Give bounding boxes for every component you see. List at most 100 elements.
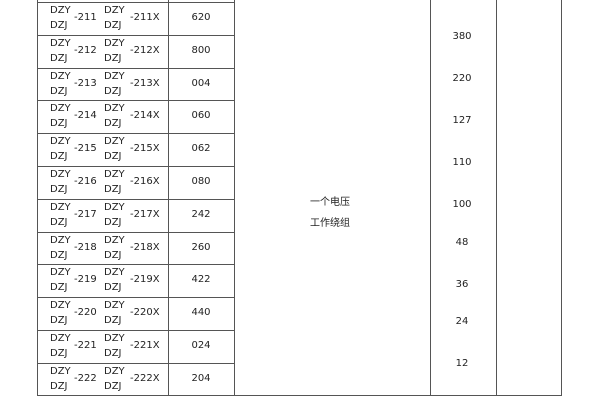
model-number-x: -217X (130, 208, 160, 220)
rated-voltage: 100 (452, 199, 472, 210)
model-prefix2-bottom: DZJ (104, 184, 122, 195)
model-number: -215 (74, 143, 97, 155)
model-number-x: -222X (130, 372, 160, 384)
row-divider (37, 297, 234, 299)
code-value: 204 (191, 372, 211, 384)
code-value: 060 (191, 110, 211, 122)
model-prefix-bottom: DZJ (50, 118, 68, 130)
rated-voltage: 380 (452, 31, 472, 42)
model-prefix-bottom: DZJ (50, 151, 68, 163)
rated-voltage: 24 (455, 316, 469, 327)
model-prefix-top: DZY (50, 5, 71, 16)
model-number-x: -213X (130, 77, 160, 89)
column-divider (561, 0, 562, 395)
model-prefix2-bottom: DZJ (104, 216, 122, 228)
column-divider (496, 0, 497, 395)
model-prefix-top: DZY (50, 365, 71, 377)
model-number: -214 (74, 110, 97, 122)
column-divider (430, 0, 431, 395)
code-value: 242 (191, 208, 211, 220)
model-number-x: -221X (130, 340, 160, 351)
model-prefix2-top: DZY (104, 169, 125, 180)
model-prefix-bottom: DZJ (50, 184, 68, 195)
code-value: 620 (191, 12, 211, 23)
model-number-x: -220X (130, 307, 160, 319)
model-prefix2-top: DZY (104, 234, 125, 246)
model-prefix-top: DZY (50, 70, 71, 82)
row-divider (37, 34, 234, 36)
model-prefix2-bottom: DZJ (104, 348, 122, 359)
model-number: -216 (74, 176, 97, 187)
model-number: -220 (74, 307, 97, 319)
model-prefix2-top: DZY (104, 365, 125, 377)
model-number: -222 (74, 372, 97, 384)
model-prefix2-top: DZY (104, 267, 125, 279)
model-prefix2-top: DZY (104, 333, 125, 344)
column-divider (168, 0, 169, 395)
row-divider (37, 198, 234, 200)
model-prefix2-bottom: DZJ (104, 20, 122, 31)
rated-voltage: 12 (455, 358, 469, 369)
model-number: -211 (74, 12, 97, 23)
model-prefix-bottom: DZJ (50, 348, 68, 359)
model-prefix2-top: DZY (104, 70, 125, 82)
model-prefix-bottom: DZJ (50, 20, 68, 31)
model-number: -213 (74, 77, 97, 89)
row-divider (37, 362, 234, 364)
rated-voltage: 36 (455, 279, 469, 290)
row-divider (37, 133, 234, 135)
code-value: 062 (191, 143, 211, 155)
row-divider (37, 264, 234, 266)
model-number: -217 (74, 208, 97, 220)
model-prefix-bottom: DZJ (50, 282, 68, 294)
model-prefix-top: DZY (50, 267, 71, 279)
model-prefix-top: DZY (50, 37, 71, 49)
model-number-x: -214X (130, 110, 160, 122)
rated-voltage: 220 (452, 73, 472, 84)
model-number-x: -211X (130, 12, 160, 23)
model-prefix-top: DZY (50, 136, 71, 148)
model-prefix-top: DZY (50, 333, 71, 344)
code-value: 422 (191, 274, 211, 286)
model-prefix2-top: DZY (104, 136, 125, 148)
code-value: 800 (191, 44, 211, 56)
model-number: -219 (74, 274, 97, 286)
model-prefix2-bottom: DZJ (104, 249, 122, 261)
column-divider (234, 0, 235, 395)
model-number-x: -212X (130, 44, 160, 56)
model-prefix2-top: DZY (104, 300, 125, 312)
model-prefix2-bottom: DZJ (104, 85, 122, 97)
model-number-x: -215X (130, 143, 160, 155)
column-divider (37, 0, 38, 395)
code-value: 024 (191, 340, 211, 351)
winding-type-line2: 工作绕组 (310, 218, 350, 229)
model-number-x: -218X (130, 241, 160, 253)
model-prefix-top: DZY (50, 201, 71, 213)
winding-type-line1: 一个电压 (310, 197, 350, 208)
row-divider (37, 100, 234, 102)
model-prefix2-top: DZY (104, 201, 125, 213)
model-prefix-bottom: DZJ (50, 315, 68, 327)
table-bottom-border (37, 395, 562, 396)
row-divider (37, 231, 234, 233)
model-prefix2-top: DZY (104, 37, 125, 49)
model-prefix2-top: DZY (104, 5, 125, 16)
model-number-x: -219X (130, 274, 160, 286)
model-prefix-bottom: DZJ (50, 249, 68, 261)
model-prefix2-bottom: DZJ (104, 151, 122, 163)
code-value: 440 (191, 307, 211, 319)
model-prefix-bottom: DZJ (50, 85, 68, 97)
row-divider (37, 2, 234, 3)
model-prefix-top: DZY (50, 300, 71, 312)
code-value: 080 (191, 176, 211, 187)
row-divider (37, 166, 234, 167)
rated-voltage: 48 (455, 237, 469, 248)
model-prefix2-bottom: DZJ (104, 315, 122, 327)
model-number: -212 (74, 44, 97, 56)
model-prefix2-bottom: DZJ (104, 52, 122, 64)
model-number-x: -216X (130, 176, 160, 187)
code-value: 004 (191, 77, 211, 89)
row-divider (37, 67, 234, 69)
model-number: -221 (74, 340, 97, 351)
model-prefix2-top: DZY (104, 103, 125, 115)
